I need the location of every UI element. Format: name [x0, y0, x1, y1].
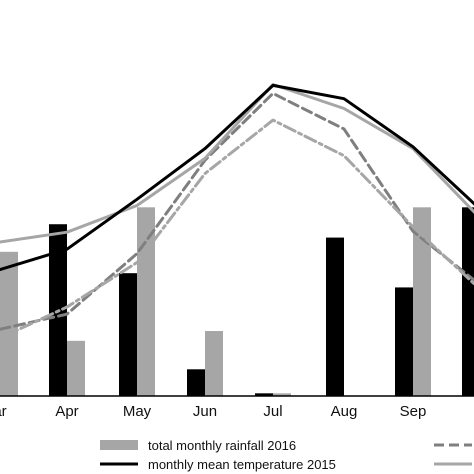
line-series-0: [0, 83, 474, 272]
legend-item-1: monthly mean temperature 2015: [100, 457, 336, 472]
line-group: [0, 83, 474, 340]
line-series-3: [0, 118, 474, 340]
bar-0-oct: [462, 207, 474, 396]
x-tick-label-mar: ar: [0, 403, 7, 420]
x-tick-label-may: May: [123, 403, 152, 420]
x-tick-label-aug: Aug: [331, 403, 358, 420]
bar-1-jun: [205, 331, 223, 396]
bar-0-jul: [255, 393, 273, 396]
bar-0-aug: [326, 237, 344, 396]
bar-0-may: [119, 273, 137, 396]
bar-1-mar: [0, 251, 18, 396]
x-tick-label-apr: Apr: [55, 403, 78, 420]
bar-1-apr: [67, 340, 85, 396]
legend-item-0: total monthly rainfall 2016: [100, 438, 296, 453]
legend-symbol: [100, 440, 138, 450]
legend-label: total monthly rainfall 2016: [148, 438, 296, 453]
legend-label: monthly mean temperature 2015: [148, 457, 336, 472]
bar-1-sep: [413, 207, 431, 396]
bar-1-jul: [273, 393, 291, 396]
line-series-1: [0, 83, 474, 244]
x-tick-label-sep: Sep: [400, 403, 427, 420]
bar-0-jun: [187, 369, 205, 396]
bar-group: [0, 207, 474, 396]
bar-0-sep: [395, 287, 413, 396]
bar-1-may: [137, 207, 155, 396]
x-tick-label-jun: Jun: [193, 403, 217, 420]
x-tick-label-jul: Jul: [263, 403, 282, 420]
